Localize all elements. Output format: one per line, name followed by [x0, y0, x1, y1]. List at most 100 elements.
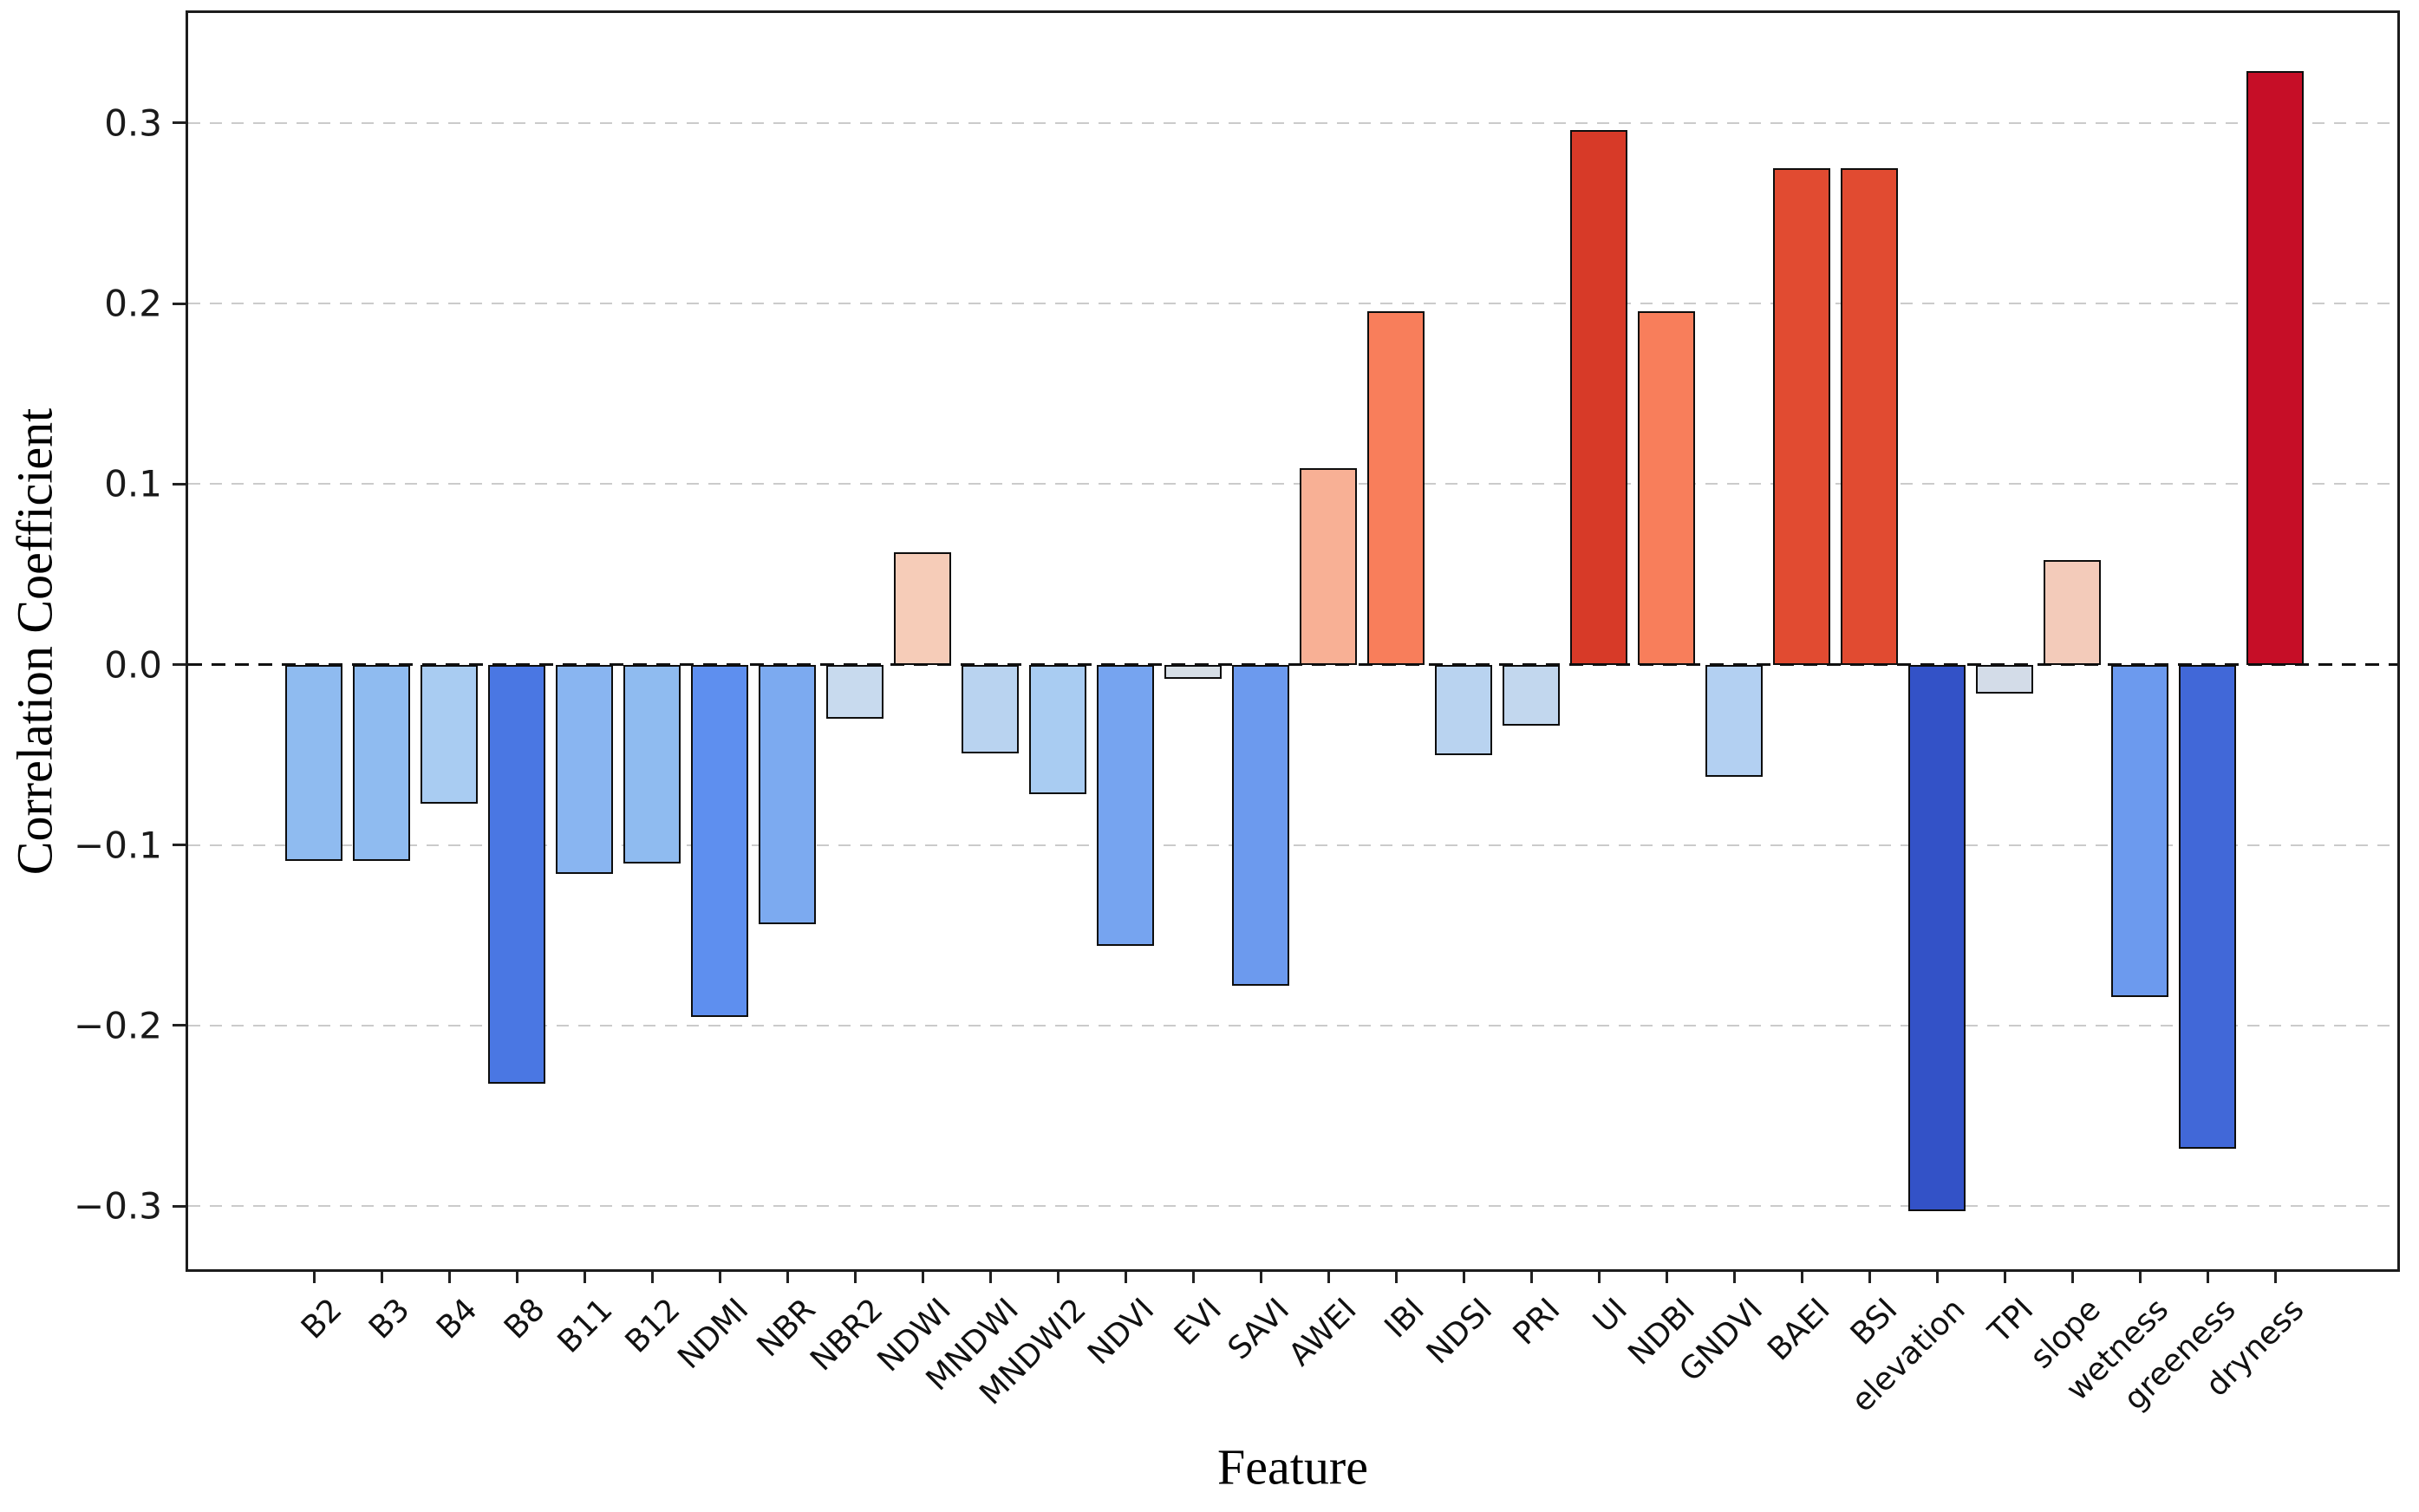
y-tick-label-0.0: 0.0 — [104, 643, 162, 687]
bar-NBR2 — [826, 664, 883, 720]
y-tick-mark — [173, 121, 186, 125]
bar-UI — [1570, 130, 1627, 665]
x-tick-mark — [718, 1272, 721, 1283]
x-tick-mark — [1800, 1272, 1803, 1283]
x-tick-mark — [1935, 1272, 1939, 1283]
bar-wetness — [2111, 664, 2168, 997]
gridline-0.1 — [188, 483, 2397, 486]
bar-NDVI — [1097, 664, 1154, 947]
bar-greeness — [2179, 664, 2236, 1149]
bar-BAEI — [1773, 168, 1830, 665]
x-tick-mark — [1124, 1272, 1127, 1283]
x-tick-mark — [1868, 1272, 1871, 1283]
x-tick-mark — [2206, 1272, 2209, 1283]
x-tick-mark — [1732, 1272, 1736, 1283]
plot-area — [186, 10, 2400, 1272]
bar-AWEI — [1300, 467, 1357, 665]
bar-NDMI — [691, 664, 748, 1017]
x-tick-label-NBR2: NBR2 — [804, 1292, 890, 1378]
bar-B8 — [488, 664, 545, 1084]
gridline-0.3 — [188, 121, 2397, 124]
x-tick-mark — [1056, 1272, 1060, 1283]
bar-SAVI — [1232, 664, 1289, 987]
bar-B4 — [421, 664, 478, 804]
x-tick-label-AWEI: AWEI — [1282, 1292, 1364, 1373]
gridline-−0.2 — [188, 1024, 2397, 1026]
x-tick-label-EVI: EVI — [1167, 1292, 1229, 1353]
x-tick-label-SAVI: SAVI — [1221, 1292, 1296, 1367]
bar-BSI — [1841, 168, 1898, 665]
x-tick-mark — [853, 1272, 857, 1283]
bar-NDSI — [1435, 664, 1492, 755]
y-tick-mark — [173, 1204, 186, 1208]
y-tick-label-−0.3: −0.3 — [74, 1184, 162, 1228]
x-tick-mark — [650, 1272, 654, 1283]
x-tick-mark — [1191, 1272, 1195, 1283]
y-tick-label-−0.2: −0.2 — [74, 1004, 162, 1047]
bar-B12 — [623, 664, 681, 864]
bar-NDWI — [894, 552, 951, 665]
bar-NDBI — [1638, 310, 1695, 665]
x-tick-mark — [1327, 1272, 1330, 1283]
x-tick-label-NDVI: NDVI — [1080, 1292, 1161, 1372]
x-tick-mark — [2003, 1272, 2006, 1283]
y-tick-label-0.2: 0.2 — [104, 282, 162, 325]
y-tick-mark — [173, 1024, 186, 1027]
bar-MNDWI — [962, 664, 1019, 753]
y-tick-mark — [173, 844, 186, 847]
x-tick-mark — [1462, 1272, 1465, 1283]
gridline-−0.3 — [188, 1205, 2397, 1208]
x-tick-label-PRI: PRI — [1506, 1292, 1567, 1352]
bar-elevation — [1908, 664, 1966, 1212]
bar-MNDWI2 — [1029, 664, 1086, 795]
y-tick-label-0.3: 0.3 — [104, 101, 162, 145]
bar-IBI — [1367, 310, 1425, 665]
bar-TPI — [1976, 664, 2033, 694]
bar-PRI — [1503, 664, 1560, 727]
x-axis-title: Feature — [1217, 1438, 1368, 1496]
bar-NBR — [759, 664, 816, 925]
bar-EVI — [1164, 664, 1222, 680]
x-tick-label-B4: B4 — [430, 1292, 485, 1346]
x-tick-mark — [988, 1272, 992, 1283]
x-tick-label-B3: B3 — [362, 1292, 417, 1346]
x-tick-mark — [1529, 1272, 1533, 1283]
x-tick-label-B8: B8 — [498, 1292, 552, 1346]
x-tick-mark — [515, 1272, 518, 1283]
y-axis-title: Correlation Coefficient — [6, 407, 63, 876]
x-tick-mark — [1394, 1272, 1398, 1283]
gridline-−0.1 — [188, 844, 2397, 846]
x-tick-mark — [1259, 1272, 1262, 1283]
x-tick-mark — [1665, 1272, 1668, 1283]
bar-dryness — [2246, 70, 2304, 665]
y-tick-label-0.1: 0.1 — [104, 462, 162, 505]
y-tick-label-−0.1: −0.1 — [74, 824, 162, 867]
bar-B11 — [556, 664, 613, 875]
x-tick-mark — [786, 1272, 789, 1283]
gridline-0.2 — [188, 303, 2397, 305]
bar-GNDVI — [1705, 664, 1763, 777]
x-tick-mark — [447, 1272, 451, 1283]
x-tick-label-NDSI: NDSI — [1419, 1292, 1499, 1372]
zero-baseline — [188, 663, 2397, 667]
bar-slope — [2044, 559, 2101, 665]
y-tick-mark — [173, 302, 186, 305]
x-tick-mark — [2070, 1272, 2074, 1283]
y-tick-mark — [173, 482, 186, 486]
x-tick-mark — [921, 1272, 924, 1283]
x-tick-label-B11: B11 — [551, 1292, 620, 1360]
bar-B3 — [353, 664, 410, 862]
x-tick-mark — [1597, 1272, 1601, 1283]
x-tick-label-NDMI: NDMI — [670, 1292, 755, 1377]
x-tick-mark — [2273, 1272, 2277, 1283]
bar-B2 — [285, 664, 342, 862]
x-tick-label-BAEI: BAEI — [1761, 1292, 1837, 1368]
x-tick-mark — [583, 1272, 586, 1283]
x-tick-mark — [2138, 1272, 2142, 1283]
x-tick-mark — [312, 1272, 316, 1283]
x-tick-label-UI: UI — [1586, 1292, 1634, 1340]
x-tick-label-B2: B2 — [295, 1292, 349, 1346]
x-tick-label-IBI: IBI — [1378, 1292, 1431, 1346]
y-tick-mark — [173, 663, 186, 667]
